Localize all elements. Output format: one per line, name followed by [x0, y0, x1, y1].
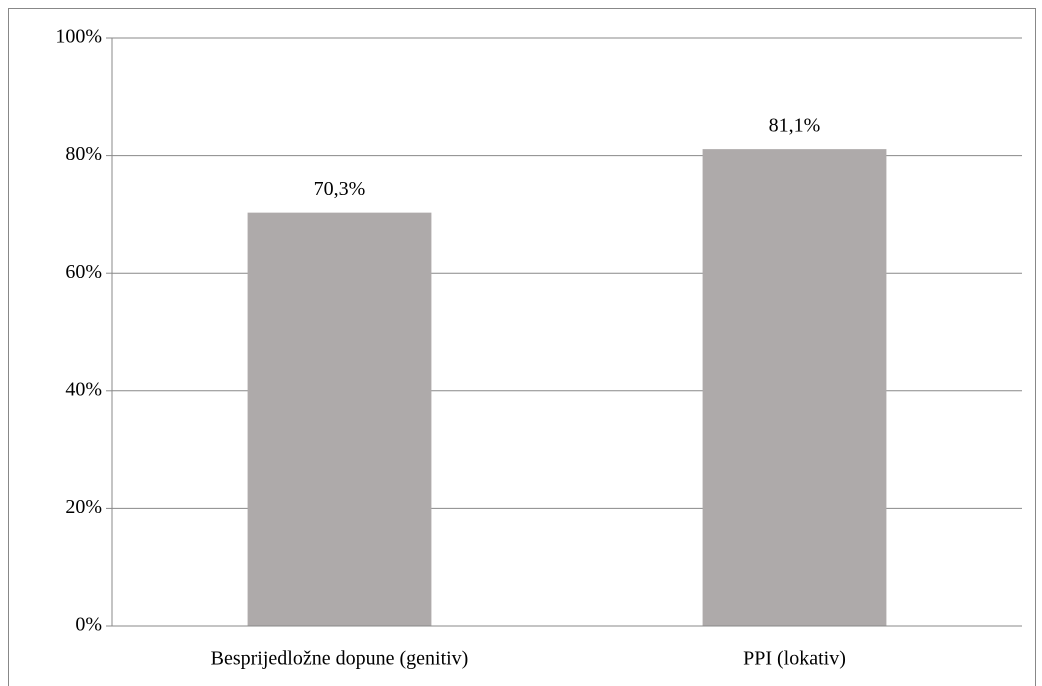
chart-frame — [8, 8, 1036, 686]
x-tick-label: PPI (lokativ) — [743, 648, 846, 670]
y-tick-label: 20% — [65, 496, 102, 518]
y-tick-label: 0% — [75, 614, 102, 636]
bar — [702, 149, 887, 626]
y-tick-label: 100% — [55, 26, 102, 48]
bar — [247, 212, 432, 627]
value-label: 70,3% — [314, 178, 366, 200]
y-tick-label: 60% — [65, 261, 102, 283]
value-label: 81,1% — [769, 115, 821, 137]
y-tick-label: 80% — [65, 143, 102, 165]
y-tick-label: 40% — [65, 378, 102, 400]
x-tick-label: Besprijedložne dopune (genitiv) — [211, 648, 469, 670]
